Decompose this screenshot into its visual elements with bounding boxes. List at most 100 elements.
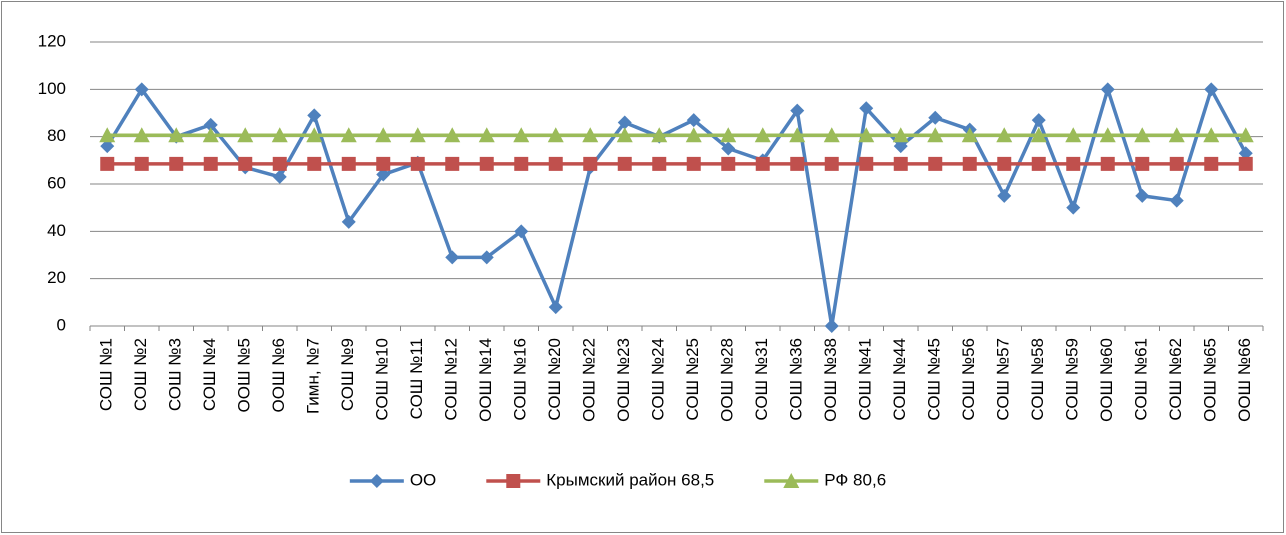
marker bbox=[823, 127, 840, 143]
marker bbox=[237, 127, 254, 143]
x-tick-label: СОШ №44 bbox=[890, 338, 909, 421]
marker bbox=[721, 141, 736, 156]
marker bbox=[858, 127, 875, 143]
marker bbox=[340, 127, 357, 143]
marker bbox=[548, 300, 563, 315]
marker bbox=[754, 127, 771, 143]
marker bbox=[271, 127, 288, 143]
x-tick-label: СОШ №31 bbox=[752, 338, 771, 421]
y-tick-label: 60 bbox=[47, 173, 66, 192]
x-tick-label: СОШ №36 bbox=[787, 338, 806, 421]
marker bbox=[617, 156, 632, 171]
marker bbox=[272, 156, 287, 171]
x-tick-label: СОШ №20 bbox=[545, 338, 564, 421]
marker bbox=[996, 127, 1013, 143]
marker bbox=[997, 188, 1012, 203]
marker bbox=[1099, 127, 1116, 143]
marker bbox=[169, 156, 184, 171]
marker bbox=[1031, 156, 1046, 171]
x-tick-label: СОШ №9 bbox=[338, 338, 357, 411]
x-tick-label: СОШ №59 bbox=[1063, 338, 1082, 421]
legend-label: ОО bbox=[410, 470, 436, 489]
marker bbox=[790, 103, 805, 118]
marker bbox=[1203, 127, 1220, 143]
x-tick-label: СОШ №41 bbox=[856, 338, 875, 421]
marker bbox=[961, 127, 978, 143]
marker bbox=[652, 156, 667, 171]
marker bbox=[99, 127, 116, 143]
marker bbox=[1100, 82, 1115, 97]
x-tick-label: СОШ №3 bbox=[166, 338, 185, 411]
marker bbox=[1237, 127, 1254, 143]
marker bbox=[997, 156, 1012, 171]
x-tick-label: СОШ №61 bbox=[1132, 338, 1151, 421]
y-tick-label: 20 bbox=[47, 268, 66, 287]
marker bbox=[1169, 156, 1184, 171]
marker bbox=[341, 214, 356, 229]
legend-marker bbox=[506, 474, 521, 488]
marker bbox=[134, 82, 149, 97]
x-tick-label: ООШ №28 bbox=[718, 338, 737, 422]
x-tick-label: ООШ №38 bbox=[821, 338, 840, 422]
marker bbox=[445, 156, 460, 171]
marker bbox=[444, 127, 461, 143]
y-tick-label: 0 bbox=[57, 315, 66, 334]
marker bbox=[1135, 188, 1150, 203]
marker bbox=[824, 319, 839, 333]
marker bbox=[1066, 156, 1081, 171]
marker bbox=[514, 156, 529, 171]
marker bbox=[1134, 127, 1151, 143]
y-tick-label: 120 bbox=[38, 31, 66, 50]
marker bbox=[307, 156, 322, 171]
x-tick-label: СОШ №58 bbox=[1028, 338, 1047, 421]
x-tick-label: СОШ №16 bbox=[511, 338, 530, 421]
legend-marker bbox=[783, 473, 800, 488]
x-tick-label: СОШ №45 bbox=[925, 338, 944, 421]
x-tick-label: ООШ №66 bbox=[1235, 338, 1254, 422]
x-tick-label: СОШ №25 bbox=[683, 338, 702, 421]
marker bbox=[1204, 156, 1219, 171]
marker bbox=[893, 139, 908, 154]
x-tick-label: ООШ №65 bbox=[1201, 338, 1220, 422]
marker bbox=[1135, 156, 1150, 171]
marker bbox=[479, 250, 494, 265]
marker bbox=[1100, 156, 1115, 171]
legend-marker bbox=[369, 474, 384, 488]
marker bbox=[341, 156, 356, 171]
marker bbox=[962, 156, 977, 171]
marker bbox=[928, 156, 943, 171]
marker bbox=[893, 156, 908, 171]
marker bbox=[755, 156, 770, 171]
marker bbox=[651, 127, 668, 143]
marker bbox=[824, 156, 839, 171]
marker bbox=[789, 127, 806, 143]
marker bbox=[479, 156, 494, 171]
marker bbox=[203, 156, 218, 171]
x-tick-label: СОШ №11 bbox=[407, 338, 426, 419]
x-tick-label: ООШ №22 bbox=[580, 338, 599, 422]
marker bbox=[514, 224, 529, 239]
marker bbox=[478, 127, 495, 143]
x-tick-label: СОШ №10 bbox=[373, 338, 392, 421]
marker bbox=[616, 127, 633, 143]
marker bbox=[134, 156, 149, 171]
marker bbox=[375, 127, 392, 143]
marker bbox=[409, 127, 426, 143]
x-tick-label: СОШ №62 bbox=[1166, 338, 1185, 421]
marker bbox=[892, 127, 909, 143]
marker bbox=[133, 127, 150, 143]
marker bbox=[1204, 82, 1219, 97]
marker bbox=[376, 167, 391, 182]
marker bbox=[410, 156, 425, 171]
marker bbox=[1238, 156, 1253, 171]
marker bbox=[617, 115, 632, 130]
marker bbox=[1238, 146, 1253, 161]
marker bbox=[686, 113, 701, 128]
marker bbox=[376, 156, 391, 171]
marker bbox=[547, 127, 564, 143]
legend-label: Крымский район 68,5 bbox=[546, 470, 714, 489]
marker bbox=[927, 127, 944, 143]
x-tick-label: СОШ №4 bbox=[200, 338, 219, 411]
